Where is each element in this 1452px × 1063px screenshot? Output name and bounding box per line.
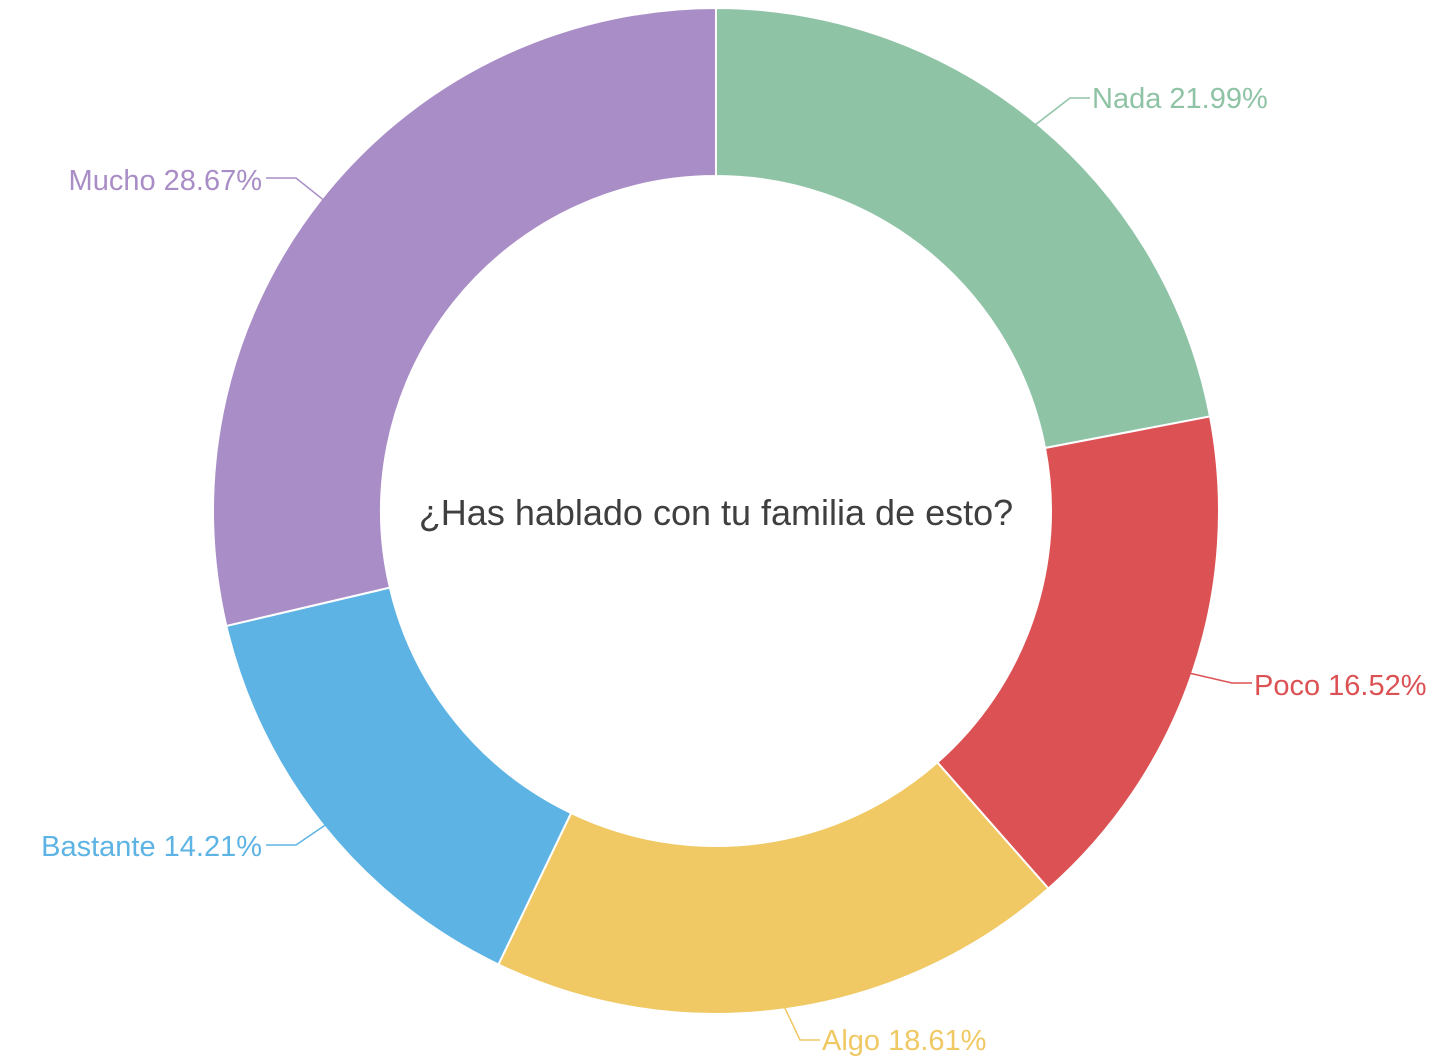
slice-nada: [715, 6, 1212, 450]
leader-line-algo: [783, 1006, 820, 1041]
slice-mucho: [212, 6, 717, 628]
slice-poco: [935, 415, 1220, 890]
leader-line-mucho: [266, 177, 324, 201]
data-label-bastante: Bastante 14.21%: [41, 831, 262, 863]
leader-line-bastante: [266, 824, 326, 846]
data-label-poco: Poco 16.52%: [1254, 670, 1427, 702]
leader-line-nada: [1034, 97, 1090, 126]
slices-group: [212, 6, 1220, 1015]
slice-algo: [497, 761, 1050, 1015]
leader-line-poco: [1189, 672, 1252, 684]
chart-title: ¿Has hablado con tu familia de esto?: [419, 492, 1013, 533]
slice-bastante: [225, 586, 573, 966]
data-labels-group: Nada 21.99% Poco 16.52% Algo 18.61% Bastant…: [41, 83, 1426, 1057]
data-label-mucho: Mucho 28.67%: [69, 165, 262, 197]
data-label-nada: Nada 21.99%: [1092, 83, 1268, 115]
data-label-algo: Algo 18.61%: [822, 1025, 986, 1057]
leader-lines-group: [266, 97, 1252, 1041]
